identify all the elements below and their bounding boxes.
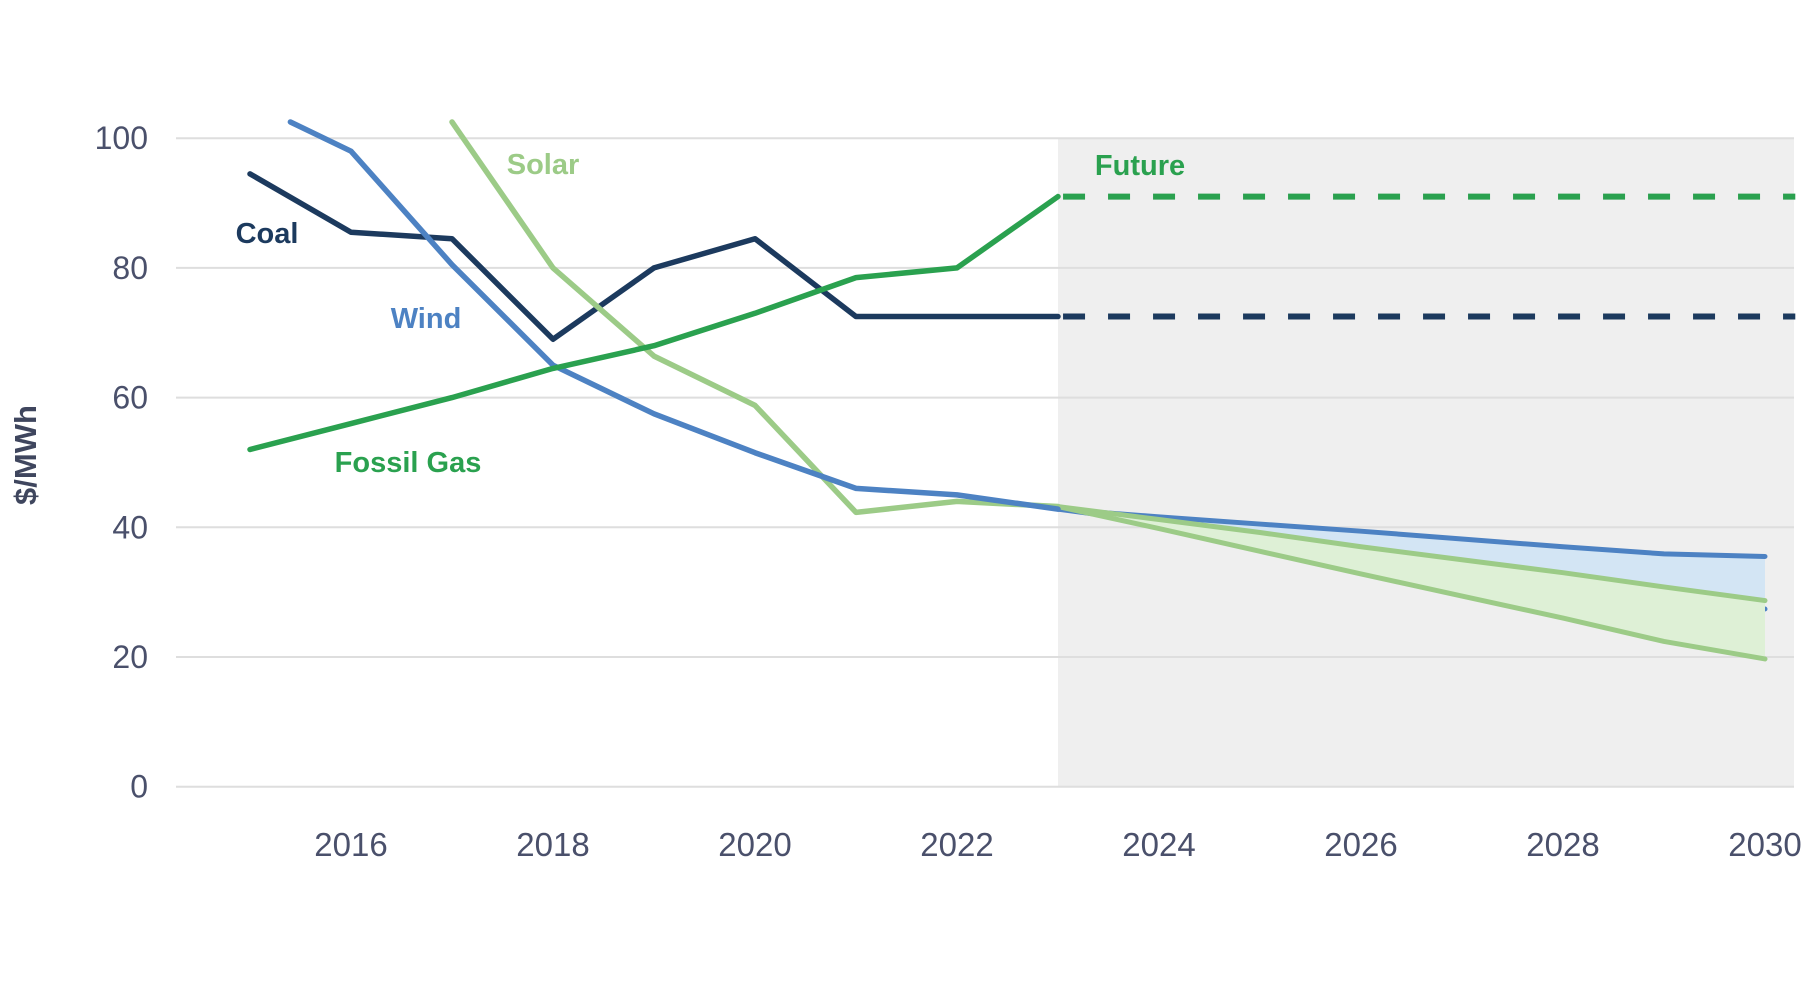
x-tick-label-2022: 2022 [920,826,993,863]
y-tick-label-20: 20 [112,639,148,675]
annotation-layer: Coal Wind Solar Fossil Gas Future [236,149,1186,479]
future-region [1058,138,1794,787]
x-tick-label-2030: 2030 [1728,826,1801,863]
x-tick-label-2020: 2020 [718,826,791,863]
y-axis-title: $/MWh [8,405,43,505]
band-lo-line-solar-future-range [1055,504,1768,662]
x-tick-label-2024: 2024 [1122,826,1195,863]
annotation-future: Future [1095,150,1185,182]
annotation-coal: Coal [236,218,299,250]
series-line-coal [247,171,1061,342]
annotation-wind: Wind [391,303,462,335]
series-layer [247,119,1796,516]
annotation-fossil-gas: Fossil Gas [335,447,482,479]
series-line-fossil-gas [247,193,1061,453]
x-tick-label-2016: 2016 [314,826,387,863]
annotation-solar: Solar [507,149,580,181]
series-line-wind [287,119,1061,512]
band-hi-line-wind-future-range [1055,506,1768,559]
y-tick-label-100: 100 [95,120,148,156]
band-layer [1055,504,1768,662]
x-tick-label-2018: 2018 [516,826,589,863]
x-tick-label-2026: 2026 [1324,826,1397,863]
y-tick-label-0: 0 [130,769,148,805]
y-tick-label-40: 40 [112,509,148,545]
band-hi-line-solar-future-range [1055,504,1768,604]
axis-layer: 0 20 40 60 80 100 2016 2018 2020 2022 2024 2026 2028… [95,120,1802,863]
y-tick-label-80: 80 [112,250,148,286]
future-region-layer [1058,138,1794,787]
series-line-solar [449,119,1061,516]
y-tick-label-60: 60 [112,380,148,416]
x-tick-label-2028: 2028 [1526,826,1599,863]
